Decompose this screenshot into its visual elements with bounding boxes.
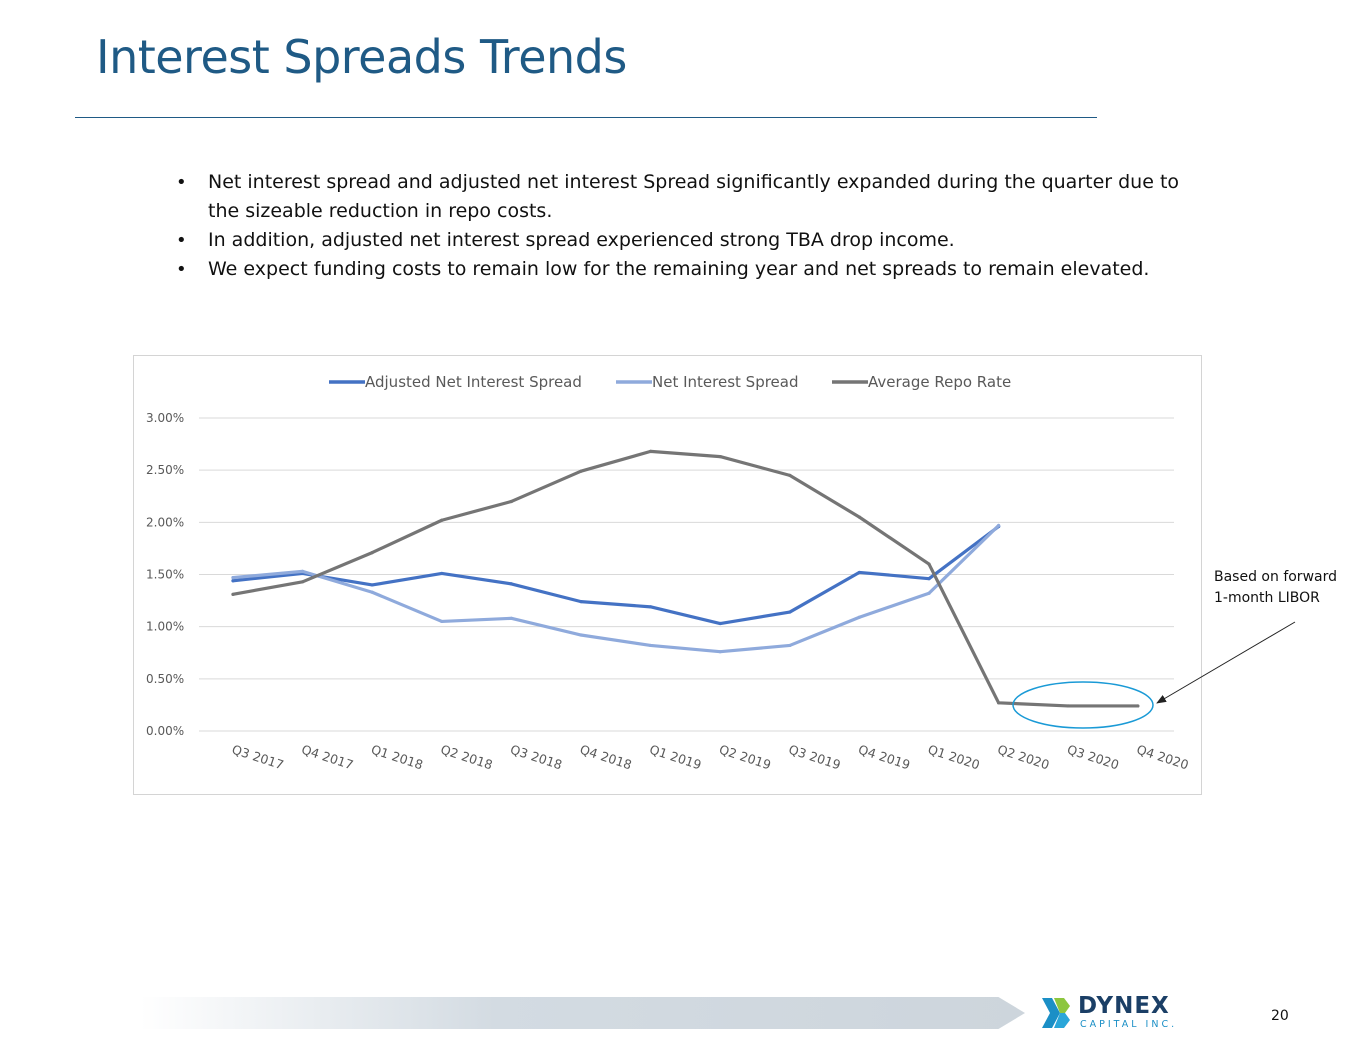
legend-label: Net Interest Spread [652, 373, 799, 391]
x-tick-label: Q2 2019 [717, 742, 773, 773]
y-tick-label: 0.00% [146, 724, 184, 738]
bullet-item: • We expect funding costs to remain low f… [170, 255, 1200, 284]
legend-label: Adjusted Net Interest Spread [365, 373, 582, 391]
y-tick-label: 0.50% [146, 672, 184, 686]
x-tick-label: Q4 2019 [856, 742, 912, 773]
x-tick-label: Q3 2019 [787, 742, 843, 773]
y-tick-label: 3.00% [146, 411, 184, 425]
data-point [649, 605, 653, 609]
x-tick-label: Q3 2018 [508, 742, 564, 773]
data-point [579, 469, 583, 473]
data-point [649, 643, 653, 648]
x-tick-label: Q3 2017 [230, 742, 286, 773]
y-tick-label: 1.00% [146, 620, 184, 634]
data-point [231, 579, 235, 583]
line-chart: 0.00% 0.50% 1.00% 1.50% 2.00% 2.50% 3.00% Q3 20… [146, 373, 1191, 773]
data-point [301, 569, 305, 573]
bullet-text: In addition, adjusted net interest sprea… [208, 229, 955, 251]
data-point [788, 610, 792, 614]
slide-title: Interest Spreads Trends [96, 30, 627, 84]
y-tick-label: 1.50% [146, 568, 184, 582]
bullet-text: Net interest spread and adjusted net int… [208, 171, 1180, 222]
data-point [927, 577, 931, 581]
data-point [509, 499, 513, 504]
page-number: 20 [1271, 1008, 1289, 1024]
bullet-text: We expect funding costs to remain low fo… [208, 258, 1150, 280]
bullet-list: • Net interest spread and adjusted net in… [170, 168, 1200, 284]
x-tick-label: Q1 2019 [648, 742, 704, 773]
bullet-item: • Net interest spread and adjusted net in… [170, 168, 1200, 226]
chart-container: 0.00% 0.50% 1.00% 1.50% 2.00% 2.50% 3.00% Q3 20… [133, 355, 1202, 795]
x-tick-label: Q4 2017 [300, 742, 356, 773]
dynex-x-icon [1042, 998, 1070, 1028]
data-point [857, 570, 862, 575]
x-tick-label: Q1 2020 [926, 742, 982, 773]
data-point [301, 580, 305, 584]
x-tick-label: Q1 2018 [369, 742, 425, 773]
legend-label: Average Repo Rate [868, 373, 1011, 391]
annotation-line-1: Based on forward [1214, 569, 1337, 585]
data-point [509, 582, 513, 586]
data-point [997, 523, 1001, 528]
x-tick-label: Q2 2018 [439, 742, 495, 773]
data-point [440, 518, 444, 522]
data-point [788, 643, 792, 648]
bullet-dot: • [176, 172, 187, 193]
data-point [997, 701, 1001, 705]
data-point [440, 619, 444, 624]
series-line [231, 449, 1140, 708]
data-point [1066, 704, 1070, 708]
bullet-item: • In addition, adjusted net interest spre… [170, 226, 1200, 255]
bullet-dot: • [176, 230, 187, 251]
x-tick-label: Q2 2020 [996, 742, 1052, 773]
footer-band [140, 997, 1025, 1029]
logo-subtitle: CAPITAL INC. [1080, 1019, 1178, 1030]
data-point [649, 449, 653, 453]
data-point [1136, 704, 1140, 708]
data-point [370, 583, 374, 587]
y-tick-label: 2.00% [146, 515, 184, 529]
series-line [231, 524, 1001, 626]
series-line [231, 523, 1001, 654]
data-point [370, 590, 374, 594]
company-logo: DYNEX CAPITAL INC. [1040, 993, 1180, 1033]
data-point [579, 600, 583, 604]
data-point [857, 515, 862, 519]
title-divider [75, 117, 1097, 118]
annotation-line-2: 1-month LIBOR [1214, 590, 1320, 606]
x-tick-label: Q4 2020 [1135, 742, 1191, 773]
x-tick-label: Q4 2018 [578, 742, 634, 773]
data-point [927, 591, 931, 595]
data-point [579, 633, 583, 637]
data-point [718, 621, 722, 626]
data-point [231, 592, 235, 596]
data-point [509, 616, 513, 620]
data-point [370, 550, 374, 555]
data-point [857, 615, 862, 619]
logo-wordmark: DYNEX [1078, 993, 1170, 1019]
data-point [788, 473, 792, 477]
x-tick-label: Q3 2020 [1065, 742, 1121, 773]
data-point [718, 650, 722, 654]
data-point [718, 455, 722, 459]
data-point [440, 571, 444, 576]
data-point [927, 562, 931, 566]
forward-libor-note: Based on forward 1-month LIBOR [1214, 567, 1364, 609]
bullet-dot: • [176, 259, 187, 280]
y-tick-label: 2.50% [146, 463, 184, 477]
data-point [231, 576, 235, 580]
